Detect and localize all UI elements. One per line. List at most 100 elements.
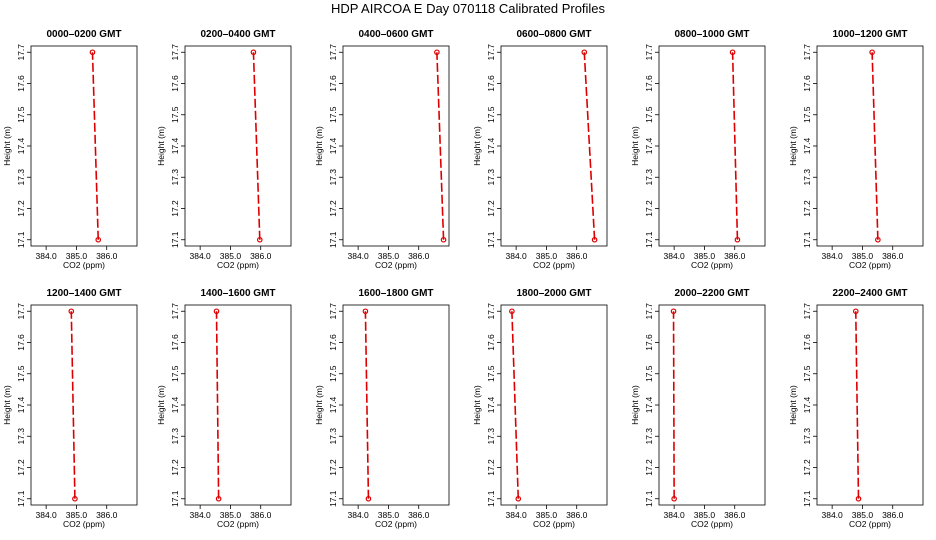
y-tick-label: 17.5 [170, 106, 180, 123]
plot-frame [184, 45, 292, 247]
y-tick-label: 17.4 [16, 396, 26, 413]
y-axis-label: Height (m) [156, 385, 166, 425]
x-tick-label: 386.0 [250, 251, 272, 261]
y-tick-label: 17.4 [486, 396, 496, 413]
y-tick-label: 17.3 [802, 169, 812, 186]
profile-panel: 1800–2000 GMT 384.0 385.0 386.0 17.1 17.2 17.3… [472, 288, 608, 529]
y-tick-label: 17.2 [328, 200, 338, 217]
y-tick-label: 17.4 [170, 137, 180, 154]
x-tick-label: 386.0 [96, 510, 118, 520]
y-tick-label: 17.4 [328, 137, 338, 154]
x-tick-label: 385.0 [66, 510, 88, 520]
y-tick-label: 17.4 [802, 137, 812, 154]
y-tick-label: 17.5 [328, 106, 338, 123]
y-tick-label: 17.3 [486, 428, 496, 445]
x-tick-label: 384.0 [822, 251, 844, 261]
y-tick-label: 17.6 [16, 334, 26, 351]
y-axis-label: Height (m) [2, 385, 12, 425]
x-tick-label: 386.0 [882, 510, 904, 520]
y-tick-label: 17.7 [328, 44, 338, 61]
x-tick-label: 385.0 [220, 510, 242, 520]
profile-panel: 0800–1000 GMT 384.0 385.0 386.0 17.1 17.2 17.3… [630, 29, 766, 270]
x-tick-label: 386.0 [250, 510, 272, 520]
y-tick-label: 17.6 [170, 334, 180, 351]
data-point-marker [215, 495, 222, 502]
x-tick-label: 386.0 [408, 510, 430, 520]
y-tick-label: 17.2 [486, 200, 496, 217]
profile-line [215, 311, 220, 499]
x-axis-label: CO2 (ppm) [375, 260, 417, 270]
x-tick-label: 385.0 [378, 251, 400, 261]
profile-line [731, 52, 739, 240]
y-tick-label: 17.7 [170, 303, 180, 320]
plot-frame [500, 45, 608, 247]
plot-frame [816, 304, 924, 506]
data-point-marker [365, 495, 372, 502]
y-tick-label: 17.4 [16, 137, 26, 154]
y-tick-label: 17.2 [802, 459, 812, 476]
profile-line [583, 52, 596, 240]
data-point-marker [257, 236, 263, 243]
y-tick-label: 17.4 [644, 396, 654, 413]
data-point-marker [95, 236, 102, 243]
profile-line [871, 52, 879, 240]
x-tick-label: 386.0 [724, 510, 746, 520]
y-tick-label: 17.1 [644, 490, 654, 507]
y-tick-label: 17.2 [644, 200, 654, 217]
y-tick-label: 17.1 [170, 231, 180, 248]
y-tick-label: 17.2 [486, 459, 496, 476]
panel-title: 2200–2400 GMT [832, 288, 907, 299]
data-point-marker [72, 495, 78, 502]
y-tick-label: 17.7 [16, 303, 26, 320]
y-tick-label: 17.7 [486, 303, 496, 320]
y-tick-label: 17.3 [644, 428, 654, 445]
y-tick-label: 17.3 [16, 169, 26, 186]
y-tick-label: 17.1 [16, 490, 26, 507]
x-tick-label: 385.0 [852, 251, 874, 261]
y-tick-label: 17.7 [328, 303, 338, 320]
x-tick-label: 386.0 [408, 251, 430, 261]
y-tick-label: 17.5 [16, 106, 26, 123]
x-axis-label: CO2 (ppm) [63, 260, 105, 270]
data-point-marker [515, 495, 522, 502]
x-axis-label: CO2 (ppm) [533, 260, 575, 270]
plot-frame [30, 304, 138, 506]
x-tick-label: 384.0 [348, 510, 370, 520]
y-tick-label: 17.7 [486, 44, 496, 61]
y-axis-label: Height (m) [630, 385, 640, 425]
y-axis-label: Height (m) [156, 126, 166, 166]
x-tick-label: 385.0 [220, 251, 242, 261]
y-tick-label: 17.5 [802, 365, 812, 382]
y-tick-label: 17.5 [644, 106, 654, 123]
profile-line [511, 311, 520, 499]
y-tick-label: 17.5 [16, 365, 26, 382]
y-tick-label: 17.6 [328, 75, 338, 92]
y-axis-label: Height (m) [314, 385, 324, 425]
plot-frame [342, 45, 450, 247]
y-tick-label: 17.4 [328, 396, 338, 413]
x-axis-label: CO2 (ppm) [691, 260, 733, 270]
data-point-marker [855, 495, 862, 502]
x-axis-label: CO2 (ppm) [849, 260, 891, 270]
y-tick-label: 17.6 [16, 75, 26, 92]
profile-line [252, 52, 261, 240]
x-axis-label: CO2 (ppm) [217, 260, 259, 270]
y-tick-label: 17.1 [486, 490, 496, 507]
data-point-marker [68, 308, 75, 315]
x-tick-label: 384.0 [664, 251, 686, 261]
y-tick-label: 17.1 [644, 231, 654, 248]
panel-title: 1400–1600 GMT [200, 288, 275, 299]
x-tick-label: 384.0 [36, 251, 58, 261]
y-tick-label: 17.1 [16, 231, 26, 248]
x-tick-label: 386.0 [882, 251, 904, 261]
y-tick-label: 17.4 [802, 396, 812, 413]
y-tick-label: 17.5 [328, 365, 338, 382]
y-tick-label: 17.3 [328, 428, 338, 445]
x-tick-label: 386.0 [96, 251, 118, 261]
y-tick-label: 17.6 [644, 334, 654, 351]
y-tick-label: 17.3 [170, 169, 180, 186]
data-point-marker [89, 49, 96, 56]
x-tick-label: 384.0 [506, 510, 528, 520]
y-tick-label: 17.4 [170, 396, 180, 413]
